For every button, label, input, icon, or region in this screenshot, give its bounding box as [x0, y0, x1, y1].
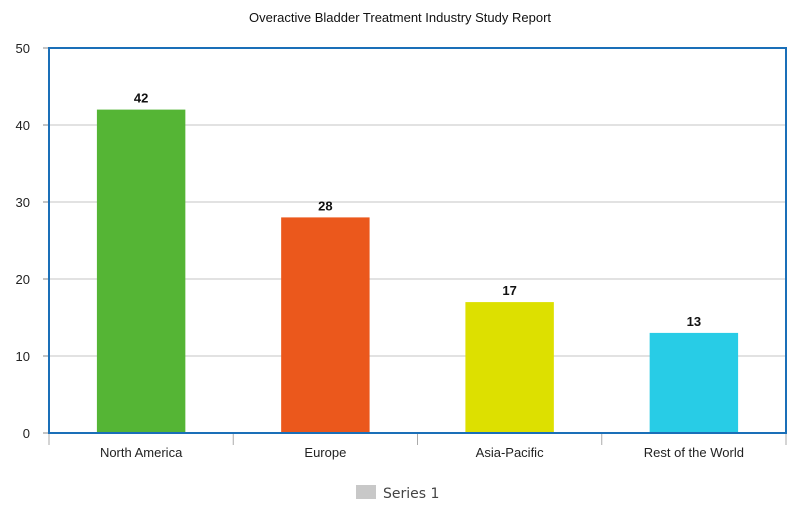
y-tick-label: 20	[16, 272, 30, 287]
data-label: 17	[502, 283, 516, 298]
y-tick-label: 0	[23, 426, 30, 441]
x-tick-label: Europe	[304, 445, 346, 460]
x-tick-label: Rest of the World	[644, 445, 744, 460]
x-tick-label: North America	[100, 445, 183, 460]
legend-swatch	[356, 485, 376, 499]
y-tick-label: 30	[16, 195, 30, 210]
data-label: 13	[687, 314, 701, 329]
bar[interactable]	[465, 302, 554, 433]
x-tick-label: Asia-Pacific	[476, 445, 544, 460]
legend[interactable]: Series 1	[356, 485, 439, 502]
data-label: 42	[134, 91, 148, 106]
x-axis: North America Europe Asia-Pacific Rest of t…	[48, 432, 787, 460]
chart-title: Overactive Bladder Treatment Industry St…	[249, 10, 551, 25]
bar-series	[96, 109, 739, 433]
y-tick-label: 40	[16, 118, 30, 133]
y-tick-label: 50	[16, 41, 30, 56]
y-tick-label: 10	[16, 349, 30, 364]
legend-label: Series 1	[383, 486, 439, 502]
plot-frame	[48, 47, 787, 434]
bar[interactable]	[649, 332, 739, 433]
bar[interactable]	[281, 217, 370, 433]
data-label: 28	[318, 198, 332, 213]
y-axis: 0 10 20 30 40 50	[16, 41, 49, 441]
data-labels: 42 28 17 13	[134, 91, 701, 329]
bar[interactable]	[96, 109, 186, 433]
